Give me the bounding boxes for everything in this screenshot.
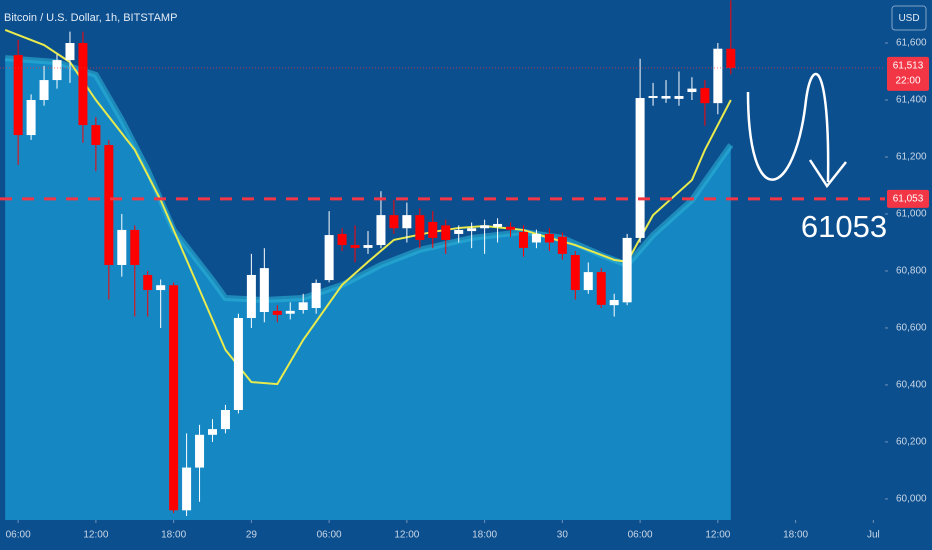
candle-body	[596, 272, 606, 305]
currency-label[interactable]: USD	[898, 13, 919, 24]
candle-body	[246, 274, 256, 318]
candle-body	[389, 215, 399, 229]
y-tick-label: 60,000	[896, 494, 927, 505]
candle-body	[648, 96, 658, 99]
y-tick-label: 61,400	[896, 95, 927, 106]
x-tick-label: 12:00	[394, 530, 419, 541]
level-box	[887, 189, 929, 208]
candle-body	[402, 215, 412, 229]
candle-body	[480, 225, 490, 229]
arrow-curve	[746, 72, 830, 183]
y-tick-label: 60,800	[896, 266, 927, 277]
candle-body	[117, 229, 127, 265]
candle-body	[350, 245, 360, 248]
candle-body	[298, 302, 308, 311]
y-tick-label: 60,400	[896, 380, 927, 391]
candle-body	[182, 467, 192, 511]
x-tick-label: 12:00	[83, 530, 108, 541]
candle-body	[726, 48, 736, 68]
x-tick-label: 18:00	[472, 530, 497, 541]
candle-body	[195, 434, 205, 468]
last-price-box	[887, 56, 929, 91]
candle-body	[52, 60, 62, 81]
y-tick-label: 61,000	[896, 209, 927, 220]
candle-body	[259, 268, 269, 312]
candle-body	[687, 88, 697, 93]
candle-body	[272, 310, 282, 315]
candle-body	[78, 43, 88, 126]
chart-title: Bitcoin / U.S. Dollar, 1h, BITSTAMP	[4, 12, 177, 24]
candle-body	[467, 228, 477, 232]
candle-body	[713, 48, 723, 104]
candle-body	[583, 272, 593, 291]
x-tick-label: Jul	[867, 530, 880, 541]
candle-body	[65, 43, 75, 61]
last-price-label: 61,513	[893, 60, 924, 71]
candle-body	[428, 221, 438, 238]
candle-body	[493, 223, 503, 227]
candle-body	[233, 317, 243, 411]
x-tick-label: 06:00	[317, 530, 342, 541]
candle-body	[622, 237, 632, 303]
candle-body	[13, 54, 23, 136]
countdown-label: 22:00	[895, 75, 920, 86]
x-tick-label: 06:00	[6, 530, 31, 541]
candle-body	[26, 100, 36, 136]
candle-body	[39, 80, 49, 101]
x-tick-label: 18:00	[161, 530, 186, 541]
candle-body	[311, 282, 321, 309]
candle-body	[363, 245, 373, 248]
candle-body	[531, 233, 541, 243]
candle-body	[544, 233, 554, 243]
candle-body	[169, 285, 179, 511]
candle-body	[156, 285, 166, 291]
x-tick-label: 12:00	[705, 530, 730, 541]
candle-body	[557, 236, 567, 254]
candle-body	[104, 145, 114, 265]
level-label: 61,053	[893, 194, 924, 205]
candle-body	[130, 229, 140, 265]
candle-body	[570, 255, 580, 291]
candle-body	[208, 429, 218, 435]
x-tick-label: 29	[246, 530, 258, 541]
x-tick-label: 18:00	[783, 530, 808, 541]
ma-area	[5, 58, 731, 520]
candle-body	[220, 410, 230, 430]
x-tick-label: 06:00	[628, 530, 653, 541]
y-tick-label: 61,600	[896, 38, 927, 49]
candle-body	[337, 233, 347, 246]
x-tick-label: 30	[557, 530, 569, 541]
arrow-head	[808, 159, 847, 189]
candle-body	[376, 215, 386, 246]
candle-body	[609, 300, 619, 306]
annotation: 61053	[801, 209, 887, 244]
candle-body	[518, 231, 528, 248]
y-tick-label: 61,200	[896, 152, 927, 163]
candle-body	[324, 235, 334, 281]
candle-body	[441, 225, 451, 240]
currency-box[interactable]	[891, 5, 927, 31]
y-tick-label: 60,600	[896, 323, 927, 334]
candle-body	[415, 215, 425, 240]
candle-body	[674, 96, 684, 99]
y-tick-label: 60,200	[896, 437, 927, 448]
candle-body	[635, 98, 645, 238]
candle-body	[143, 274, 153, 291]
candle-body	[454, 229, 464, 234]
candle-body	[661, 96, 671, 99]
candle-body	[285, 310, 295, 314]
candle-body	[506, 226, 516, 230]
candle-body	[91, 125, 101, 146]
candle-body	[700, 88, 710, 104]
